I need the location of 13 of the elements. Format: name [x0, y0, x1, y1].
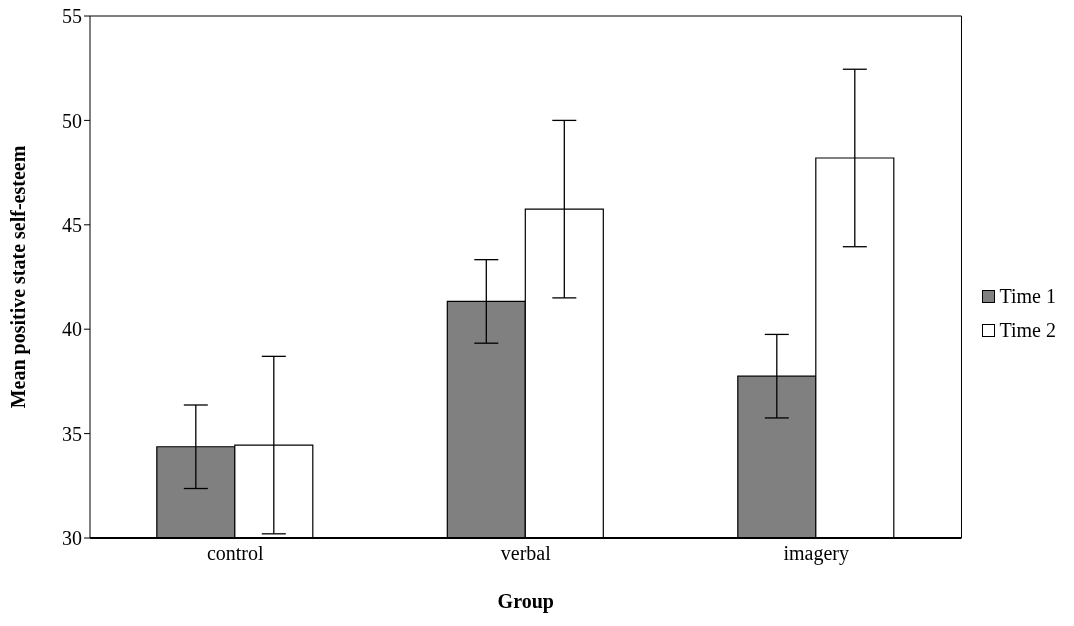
legend-label: Time 1 [999, 284, 1056, 309]
y-tick-label: 40 [62, 318, 82, 341]
y-tick-label: 35 [62, 422, 82, 445]
y-tick-label: 50 [62, 109, 82, 132]
y-tick-label: 45 [62, 213, 82, 236]
x-axis-title: Group [497, 590, 554, 613]
legend-label: Time 2 [999, 318, 1056, 343]
y-tick-label: 55 [62, 5, 82, 28]
y-tick-label: 30 [62, 527, 82, 550]
y-axis-title: Mean positive state self-esteem [7, 145, 31, 409]
x-tick-label: control [206, 542, 265, 565]
x-tick-label: verbal [500, 542, 552, 565]
x-tick-label: imagery [783, 542, 849, 566]
